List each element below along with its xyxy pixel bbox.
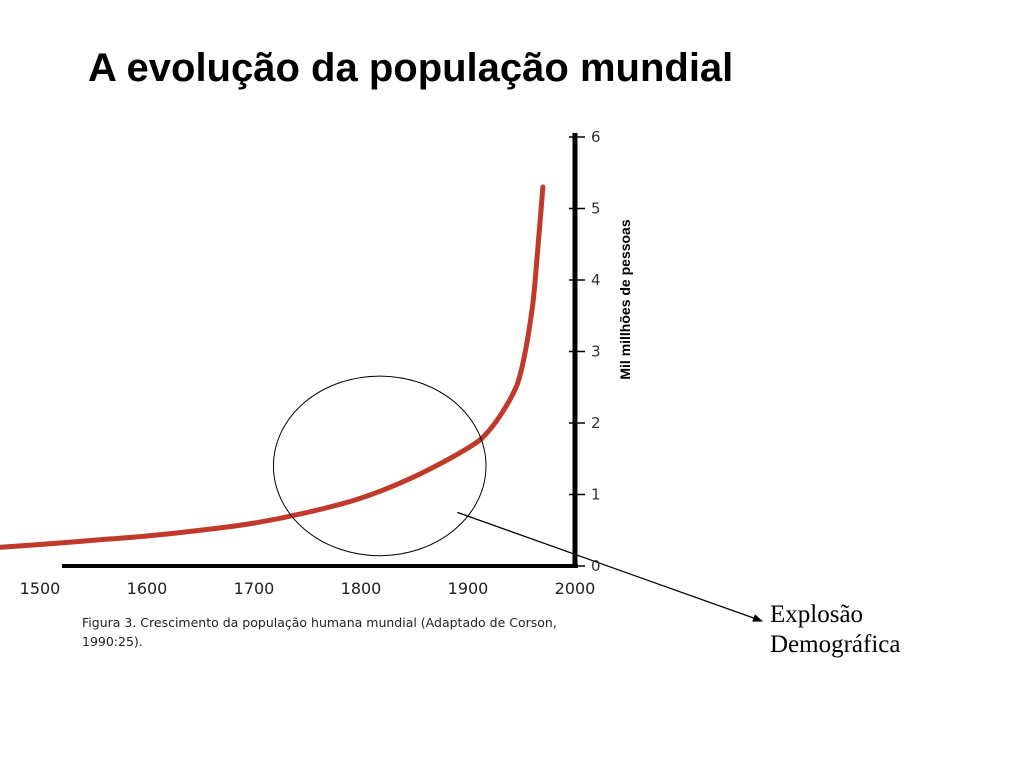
y-tick-label: 5: [591, 200, 601, 218]
y-tick-label: 6: [591, 128, 601, 146]
slide-title: A evolução da população mundial: [88, 46, 734, 90]
y-tick-label: 1: [591, 486, 601, 504]
y-tick-label: 2: [591, 414, 601, 432]
series-layer: [0, 184, 546, 550]
y-tick-label: 3: [591, 343, 601, 361]
y-axis-title: Mil millhões de pessoas: [617, 219, 633, 379]
annotation-layer: [272, 375, 763, 622]
population-series-line: [0, 184, 546, 550]
x-tick-label: 1900: [448, 579, 489, 598]
axes: [62, 133, 585, 568]
annotation-arrow: [457, 511, 763, 622]
annotation-line-1: Explosão: [770, 601, 864, 628]
x-tick-label: 1500: [20, 579, 61, 598]
tick-labels: 14001500160017001800190020000123456: [20, 128, 601, 598]
annotation-line-2: Demográfica: [770, 631, 901, 658]
y-tick-label: 4: [591, 271, 601, 289]
x-tick-label: 2000: [555, 579, 596, 598]
annotation-label: Explosão Demográfica: [770, 600, 900, 660]
figure-caption: Figura 3. Crescimento da população human…: [82, 615, 557, 649]
x-tick-label: 1600: [127, 579, 168, 598]
y-tick-label: 0: [591, 557, 601, 575]
highlight-ellipse: [272, 375, 487, 557]
x-tick-label: 1700: [234, 579, 275, 598]
x-tick-label: 1800: [341, 579, 382, 598]
